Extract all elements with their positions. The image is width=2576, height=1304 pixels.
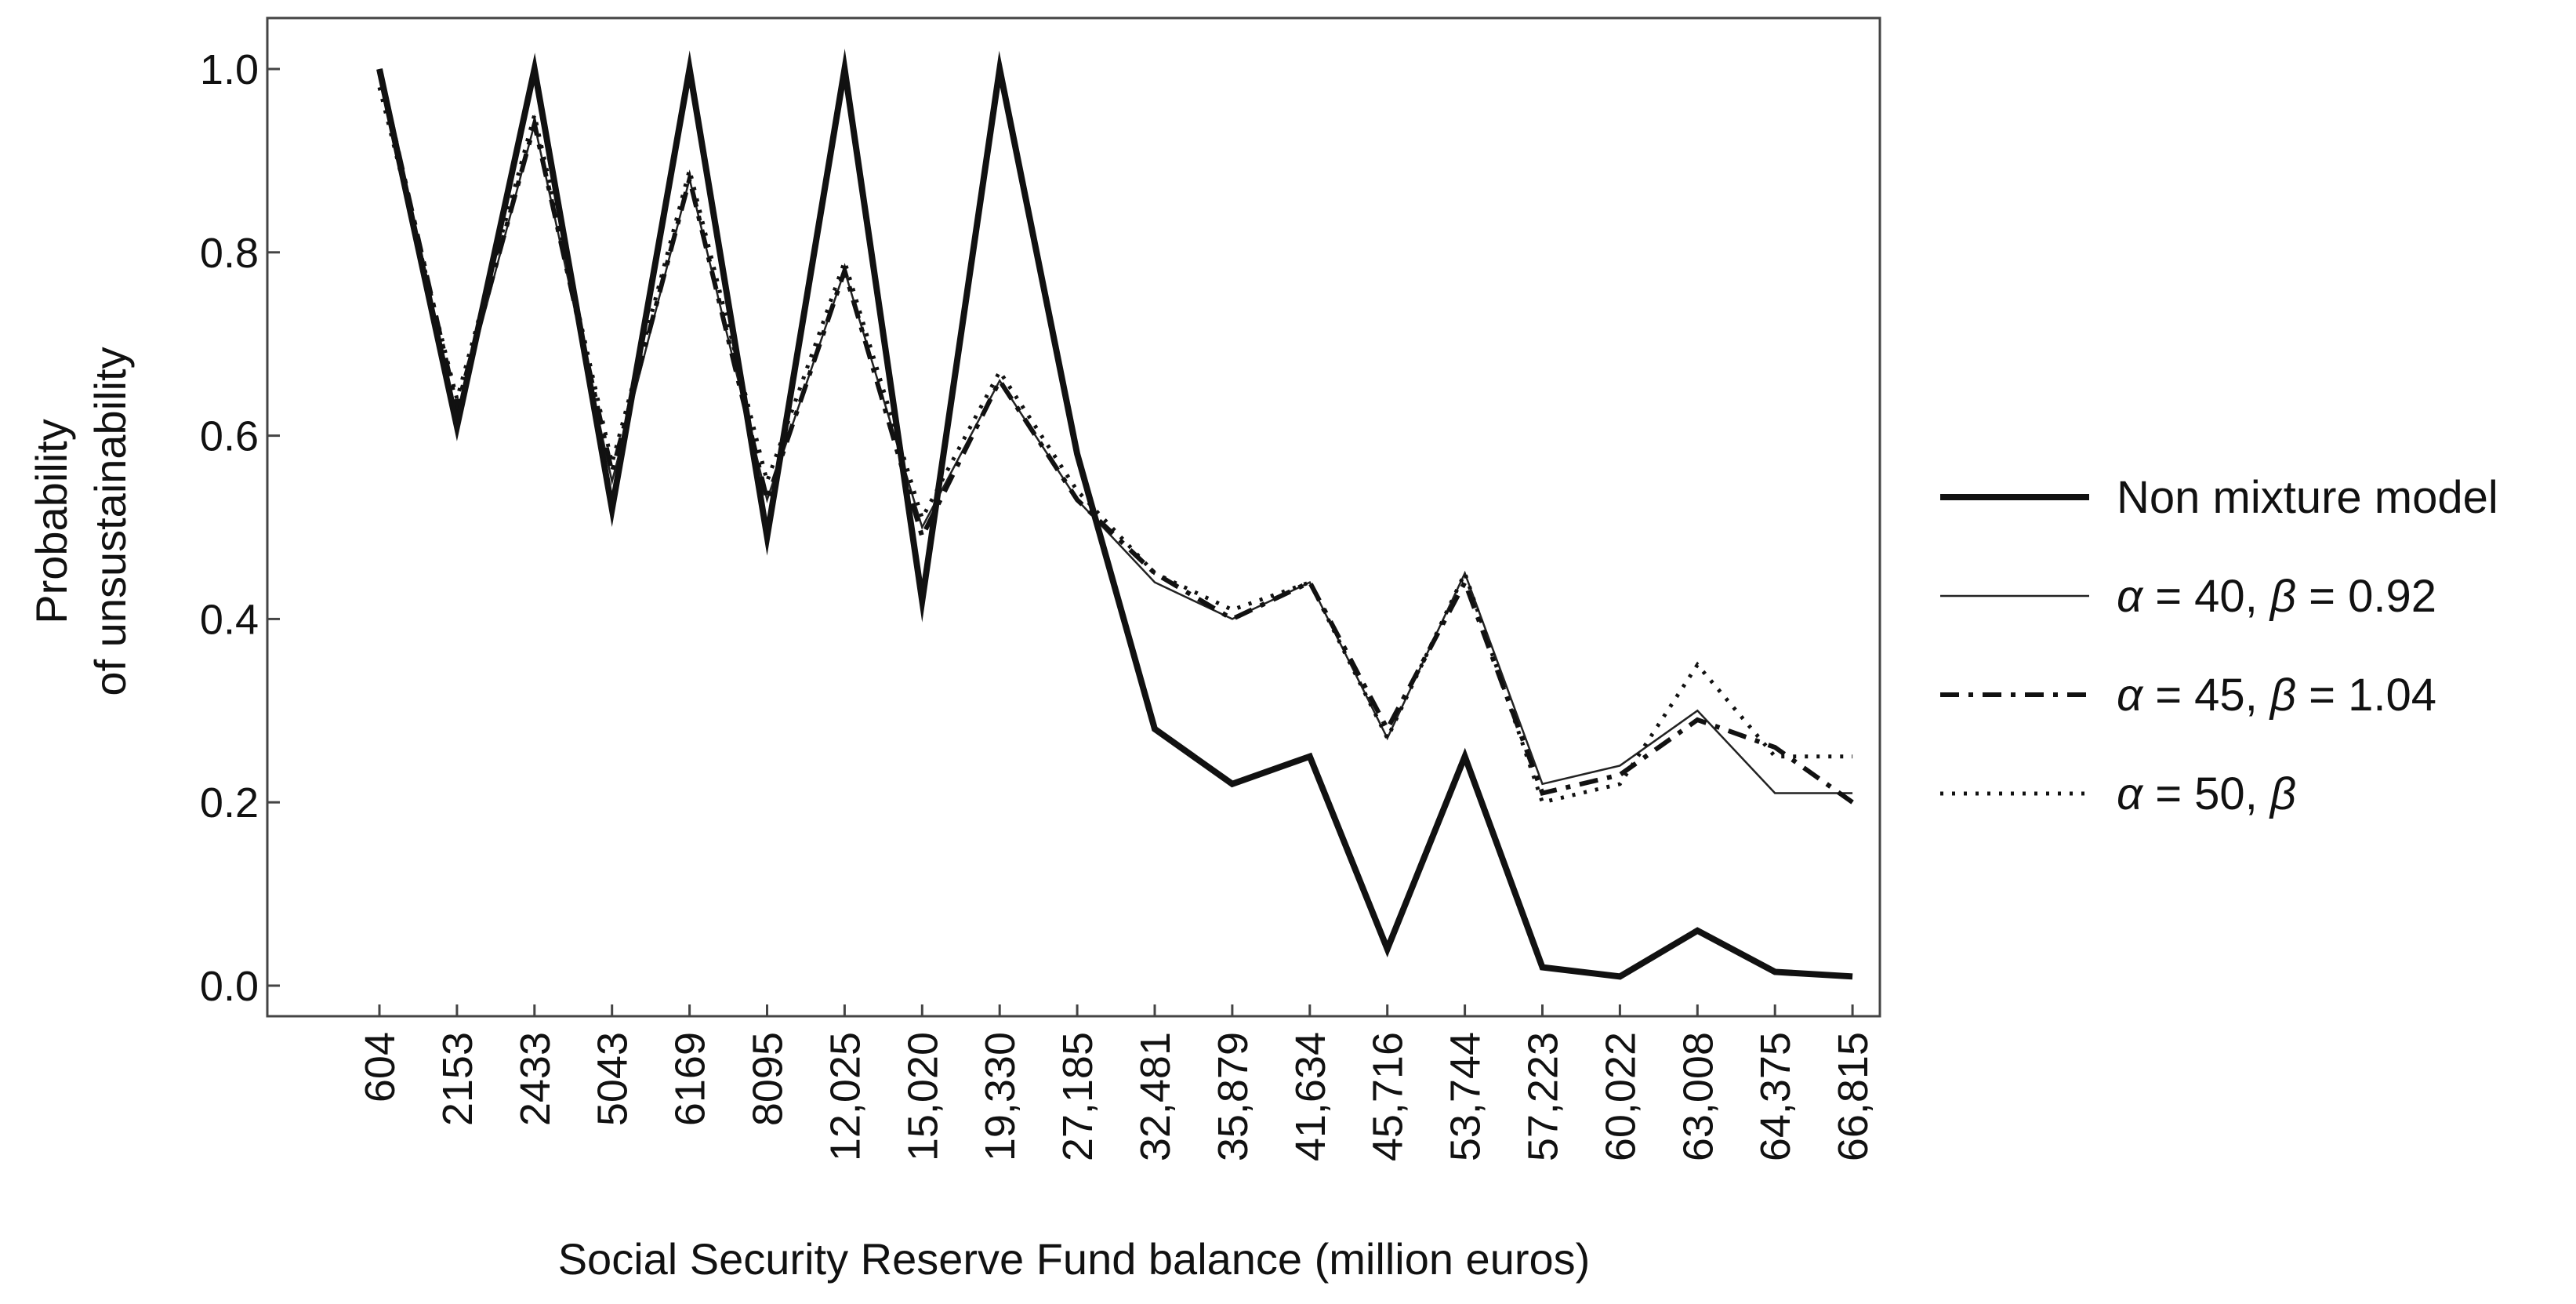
series-line-4 [377,86,1853,805]
legend-label-part: = 50, [2142,768,2270,819]
legend-label-part: = 0.92 [2296,571,2436,622]
x-tick-label: 6169 [667,1032,714,1126]
series-layer [376,49,1854,980]
x-tick-label: 53,744 [1442,1032,1489,1161]
legend-label-part: Non mixture model [2117,472,2498,523]
x-tick-label: 8095 [745,1032,792,1126]
legend-label-part: = 40, [2142,571,2270,622]
legend-label-1: Non mixture model [2117,472,2498,523]
y-tick-label: 0.0 [200,963,259,1010]
legend-label-part: α [2117,571,2144,622]
x-tick-label: 32,481 [1132,1032,1179,1161]
x-tick-label: 35,879 [1210,1032,1257,1161]
legend-label-part: β [2269,571,2296,622]
x-tick-label: 27,185 [1054,1032,1101,1161]
x-tick-label: 604 [357,1032,404,1102]
y-tick-label: 0.4 [200,596,259,643]
x-tick-label: 57,223 [1520,1032,1567,1161]
plot-area [266,16,1881,1018]
x-tick-label: 66,815 [1830,1032,1877,1161]
x-tick-label: 12,025 [822,1032,869,1161]
y-axis: 0.0 0.2 0.4 0.6 0.8 1.0 [200,46,280,1010]
legend-label-part: β [2269,670,2296,721]
legend-label-2: α = 40, β = 0.92 [2117,571,2436,622]
x-axis: 604 2153 2433 5043 6169 8095 12,025 15,020 19,33… [357,1004,1877,1161]
legend-label-part: = 45, [2142,670,2270,721]
x-tick-label: 2433 [512,1032,559,1126]
y-axis-title-line-2: of unsustainability [85,347,135,696]
x-tick-label: 63,008 [1674,1032,1722,1161]
series-line-1 [376,49,1853,980]
x-tick-label: 64,375 [1752,1032,1799,1161]
x-axis-title: Social Security Reserve Fund balance (mi… [558,1234,1591,1284]
y-tick-label: 0.8 [200,230,259,277]
x-tick-label: 45,716 [1365,1032,1412,1161]
x-tick-label: 60,022 [1597,1032,1644,1161]
y-tick-label: 0.6 [200,413,259,460]
x-tick-label: 41,634 [1287,1032,1334,1161]
x-tick-label: 15,020 [899,1032,946,1161]
y-axis-title-line-1: Probability [27,419,76,623]
legend-label-4: α = 50, β [2117,768,2296,819]
x-tick-label: 2153 [434,1032,481,1126]
x-tick-label: 19,330 [977,1032,1024,1161]
legend-label-part: = 1.04 [2296,670,2436,721]
legend-label-part: β [2269,768,2296,819]
legend-label-3: α = 45, β = 1.04 [2117,670,2436,721]
y-tick-label: 0.2 [200,779,259,826]
y-tick-label: 1.0 [200,46,259,93]
legend-label-part: α [2117,768,2144,819]
legend-label-part: α [2117,670,2144,721]
x-tick-label: 5043 [590,1032,637,1126]
